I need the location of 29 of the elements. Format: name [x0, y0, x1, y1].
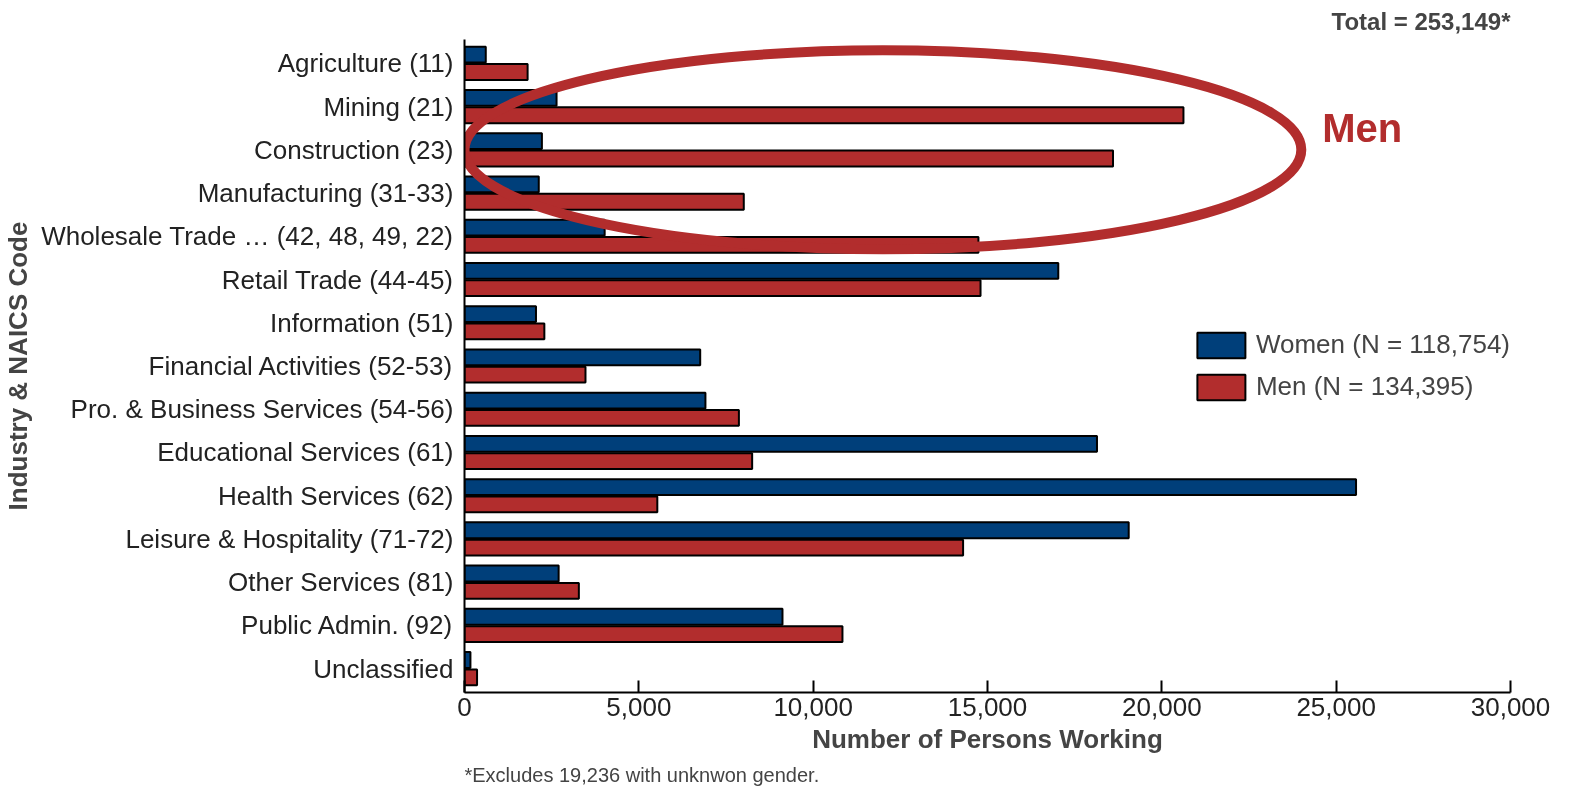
y-tick-label: Construction (23) [254, 134, 454, 165]
y-tick-label: Public Admin. (92) [241, 610, 453, 641]
y-tick-label: Manufacturing (31-33) [197, 178, 454, 209]
x-tick-label: 0 [457, 691, 472, 722]
annotation: Men [1322, 106, 1403, 151]
y-tick-label: Agriculture (11) [277, 48, 454, 79]
y-tick-label: Other Services (81) [228, 567, 454, 598]
y-tick-label: Educational Services (61) [157, 437, 454, 468]
legend-label: Women (N = 118,754) [1255, 329, 1510, 360]
x-axis-title: Number of Persons Working [812, 723, 1163, 754]
text: *Excludes 19,236 with unknwon gender. [464, 763, 820, 786]
y-tick-label: Mining (21) [323, 91, 454, 122]
legend-label: Men (N = 134,395) [1255, 371, 1474, 402]
y-tick-label: Health Services (62) [217, 480, 454, 511]
y-tick-label: Retail Trade (44-45) [221, 264, 454, 295]
y-tick-label: Unclassified [313, 653, 454, 684]
y-tick-label: Wholesale Trade … (42, 48, 49, 22) [41, 221, 454, 252]
y-tick-label: Information (51) [269, 307, 454, 338]
x-tick-label: 25,000 [1296, 691, 1376, 722]
x-tick-label: 10,000 [773, 691, 853, 722]
x-tick-label: 20,000 [1122, 691, 1202, 722]
text: Total = 253,149* [1331, 7, 1512, 35]
y-tick-label: Pro. & Business Services (54-56) [70, 394, 454, 425]
x-tick-label: 30,000 [1470, 691, 1551, 722]
x-tick-label: 15,000 [947, 691, 1028, 722]
y-tick-label: Leisure & Hospitality (71-72) [125, 523, 454, 554]
y-tick-label: Financial Activities (52-53) [148, 351, 453, 381]
y-axis-title: Industry & NAICS Code [3, 221, 34, 511]
x-tick-label: 5,000 [606, 691, 672, 722]
